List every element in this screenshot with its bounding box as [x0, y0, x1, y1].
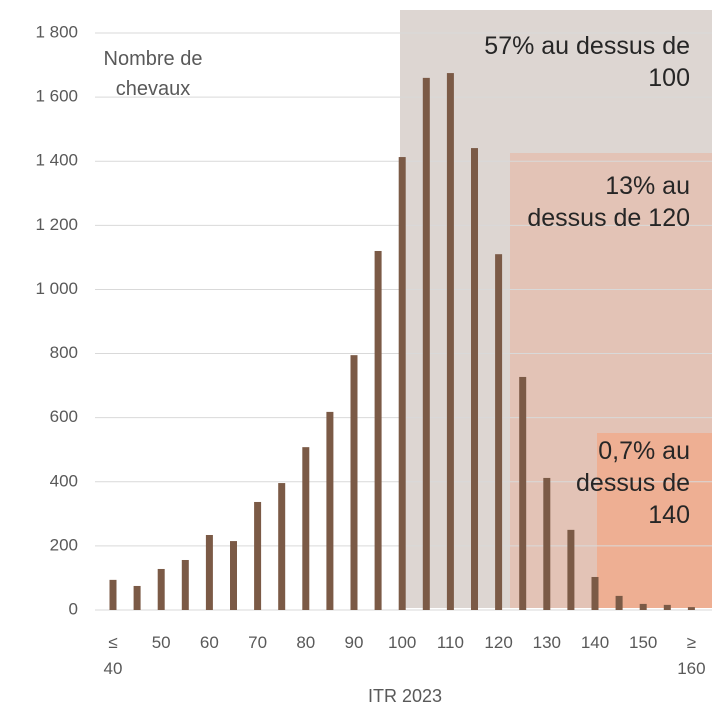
bar — [639, 603, 647, 610]
y-tick-label: 600 — [50, 407, 78, 426]
x-tick-label: 80 — [296, 633, 316, 652]
x-tick-label: 150 — [629, 633, 658, 652]
x-tick-label: 90 — [344, 633, 364, 652]
x-tick-label: 110 — [436, 633, 464, 652]
y-axis-label: Nombre de chevaux — [103, 48, 203, 100]
bar — [326, 411, 334, 610]
y-tick-label: 200 — [50, 535, 78, 554]
y-tick-label: 1 200 — [35, 215, 78, 234]
bar — [205, 534, 213, 610]
y-tick-label: 1 000 — [35, 279, 78, 298]
x-tick-label: 70 — [248, 633, 268, 652]
annotation: 57% au dessus de 100 — [484, 32, 690, 92]
y-tick-label: 0 — [69, 599, 78, 618]
y-tick-label: 1 600 — [35, 87, 78, 106]
bar — [254, 501, 262, 610]
annotation: 0,7% au dessus de 140 — [576, 437, 690, 529]
bar — [109, 579, 117, 610]
region-above-140 — [597, 433, 712, 608]
bar — [495, 254, 503, 610]
bar — [278, 483, 286, 610]
bar — [230, 541, 237, 610]
x-axis-label: ITR 2023 — [367, 686, 443, 706]
x-tick-label: 50 — [151, 633, 171, 652]
y-tick-label: 1 800 — [35, 22, 78, 41]
bar — [567, 529, 575, 610]
x-tick-label: ≥ 160 — [677, 633, 706, 678]
bar — [543, 477, 551, 610]
bar — [398, 157, 406, 610]
y-tick-label: 800 — [50, 343, 78, 362]
bar — [446, 73, 454, 610]
x-tick-label: 120 — [484, 633, 513, 652]
annotation: 13% au dessus de 120 — [527, 172, 690, 232]
bar — [181, 559, 189, 610]
bar — [422, 77, 430, 610]
bar — [687, 607, 695, 610]
bar — [591, 576, 599, 610]
x-tick-label: 60 — [199, 633, 219, 652]
bar — [350, 355, 358, 610]
bar — [663, 604, 671, 610]
y-tick-label: 400 — [50, 471, 78, 490]
bar — [471, 148, 478, 610]
bar — [133, 585, 141, 610]
x-tick-label: 140 — [580, 633, 610, 652]
x-tick-label: 130 — [532, 633, 561, 652]
x-tick-label: 100 — [388, 633, 417, 652]
bar — [374, 250, 382, 610]
x-tick-label: ≤ 40 — [103, 633, 123, 678]
bar — [519, 376, 527, 610]
bar — [615, 595, 623, 610]
bar — [157, 568, 165, 610]
bar — [302, 447, 310, 610]
y-tick-label: 1 400 — [35, 151, 78, 170]
